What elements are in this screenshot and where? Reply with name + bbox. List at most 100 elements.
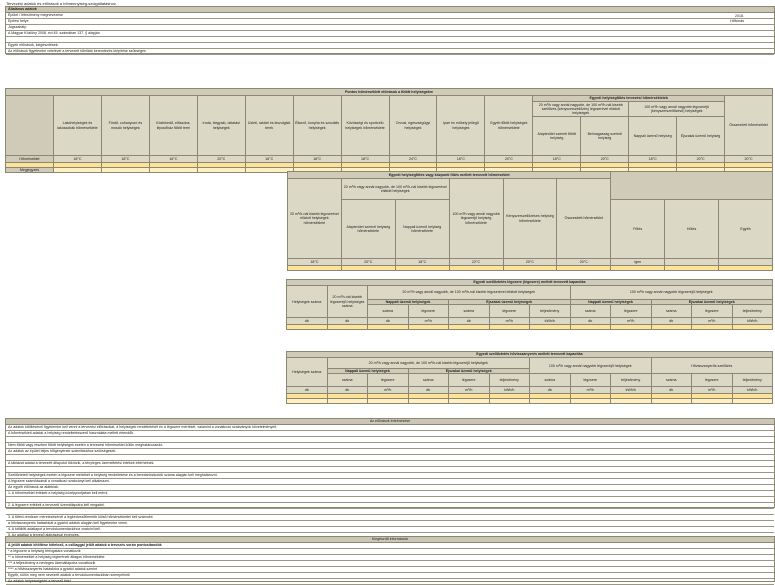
unit-cell: kWh/h	[731, 386, 773, 395]
table-cell	[448, 265, 504, 271]
value-cell	[718, 258, 773, 266]
text-line: A Magyar Közlöny 2008. évi 45. számában …	[6, 31, 774, 37]
table-cell	[287, 265, 342, 271]
table-cell: Éjszakai üzemű helyiségek	[407, 367, 530, 375]
table-row: Helyiségek száma 20 m³/h vagy annál nagyo…	[286, 356, 773, 388]
table-cell	[488, 324, 530, 331]
unit-cell: m³/h	[448, 386, 490, 395]
unit-cell: db	[569, 317, 611, 326]
value-cell: 18°C	[292, 155, 342, 163]
value-cell: 18°C	[532, 155, 582, 163]
unit-cell: m³/h	[488, 317, 530, 326]
table-cell	[407, 324, 449, 331]
column-header: száma	[326, 373, 368, 388]
value-cell: 18°C	[52, 155, 102, 163]
text-line: *** a teljesítmény a névleges üzemállapo…	[6, 561, 774, 567]
unit-cell: kWh/h	[731, 317, 773, 326]
table-cell: Nappali üzemű helyiségek	[367, 298, 449, 306]
value-cell: 22°C	[448, 258, 504, 266]
value-cell: 20°C	[676, 155, 726, 163]
table-cell	[448, 324, 490, 331]
row-label: Megjegyzés	[5, 166, 54, 174]
table-cell	[718, 265, 773, 271]
table-row: 20 m³/h vagy annál nagyobb, de 100 m³/h-…	[6, 101, 773, 117]
table-cell	[326, 324, 368, 331]
text-line: * a légcsere a helyiség térfogatára vona…	[6, 549, 774, 555]
table-cell	[407, 398, 449, 405]
column-header: Nappali üzemű helyiség	[628, 116, 678, 156]
column-header: Ipari és műhely jellegű helyiségek	[436, 95, 486, 156]
subgroup-header: 20 m³/h vagy annál nagyobb, de 100 m³/h-…	[532, 101, 630, 117]
table-row: Egyedi helyiségfűtés vagy központi fűtés…	[286, 171, 773, 200]
table-row: Lakóhelyiségek és lakószobák hőmérséklet…	[5, 95, 773, 156]
table-cell: Éjszakai üzemű helyiségek	[650, 298, 773, 306]
unit-cell: m³/h	[691, 317, 733, 326]
table-cell	[286, 398, 328, 405]
table-cell	[664, 265, 719, 271]
column-header: légcsere	[610, 304, 652, 319]
unit-cell: m³/h	[407, 317, 449, 326]
table-row	[286, 398, 773, 405]
value-cell: 20°C	[502, 258, 558, 266]
value-cell	[664, 258, 719, 266]
column-header: teljesítmény	[529, 304, 571, 319]
subgroup-header: 100 m³/h vagy annál nagyobb légcseréjű (…	[628, 101, 726, 117]
table-row	[286, 324, 773, 331]
table-cell	[367, 398, 409, 405]
text-line: a hővisszanyerés hatásfokát a gyártói ad…	[6, 521, 774, 527]
table-row: Hőmérséklet 18°C 18°C 16°C 20°C 16°C 18°C 18°C 2…	[5, 155, 773, 163]
text-line: 1. A hőmérséklet értékeit a helyiség köz…	[6, 491, 774, 497]
row-label: Hőmérséklet	[5, 155, 54, 163]
unit-cell: db	[407, 386, 449, 395]
value-cell: 20°C	[556, 258, 612, 266]
column-header: légcsere	[691, 304, 733, 319]
footnotes-section: Kiegészítő információk A jelölt adatok k…	[5, 536, 775, 585]
column-header: Hűtés	[664, 199, 719, 259]
unit-cell: db	[650, 317, 692, 326]
unit-cell: kWh/h	[610, 386, 652, 395]
column-header: Alapterület szerinti fűtött helyiség	[532, 116, 582, 156]
text-line	[6, 509, 774, 515]
column-header: Összesített hőmérséklet	[556, 178, 612, 259]
column-header: légcsere	[691, 373, 733, 388]
notes-section: Az előírások értelmezése Az adatok kitöl…	[5, 418, 775, 539]
column-header: teljesítmény	[731, 304, 773, 319]
table-row	[287, 265, 773, 271]
unit-cell: db	[286, 317, 328, 326]
value-cell: 20°C	[484, 155, 534, 163]
table-row: Alapterület szerinti fűtött helyiség Belm…	[6, 116, 773, 156]
table-cell	[556, 265, 612, 271]
table-row: száma légcsere száma légcsere teljesítmény sz…	[287, 373, 773, 388]
column-header: teljesítmény	[488, 373, 530, 388]
column-header: Kényszerszellőzéses helyiség hőmérséklet…	[502, 178, 558, 259]
text-line: Az egyéb előírások az alábbiak:	[6, 485, 774, 491]
value-cell: 18°C	[394, 258, 450, 266]
value-cell: 16°C	[148, 155, 198, 163]
column-header: teljesítmény	[610, 373, 652, 388]
column-header: Étkező, konyha és szociális helyiségek	[292, 95, 342, 156]
table-cell	[529, 324, 571, 331]
text-line: 4. A kitöltött adatlapot a tervdokumentá…	[6, 527, 774, 533]
text-line: A táblázat adatai a tervezett állapotot …	[6, 461, 774, 467]
column-header: Helyiségek száma	[286, 284, 328, 319]
text-line: Az előírások figyelembe vételével a terv…	[6, 49, 774, 55]
text-line: Egyéb előírások, kiegészítések:	[6, 43, 774, 49]
text-line: A jelölt adatok kitöltése kötelező, a cs…	[6, 543, 774, 549]
column-header: légcsere	[448, 373, 490, 388]
column-header: Éjszakai üzemű helyiség	[676, 116, 726, 156]
text-line: Az adatok helyességéért a tervező felel	[6, 579, 774, 585]
text-line: A légcsere számításánál a vonatkozó szab…	[6, 479, 774, 485]
value-cell: igen	[610, 258, 666, 266]
table-cell	[52, 166, 102, 174]
text-line: A hőmérsékleti adatok a helyiség rendelt…	[6, 431, 774, 437]
unit-cell: db	[326, 317, 368, 326]
table-cell	[610, 265, 666, 271]
text-line: Épület / létesítmény megnevezése	[6, 13, 774, 19]
text-line: 3. A fűtési rendszer méretezésénél a leg…	[6, 515, 774, 521]
column-header: Helyiségek száma	[286, 356, 328, 388]
table-title: Egyedi helyiségfűtés vagy központi fűtés…	[286, 171, 612, 179]
table-cell	[286, 324, 328, 331]
text-line: Egyéb, külön meg nem nevezett adatok a t…	[6, 573, 774, 579]
table-cell	[731, 324, 773, 331]
column-header: száma	[569, 304, 611, 319]
